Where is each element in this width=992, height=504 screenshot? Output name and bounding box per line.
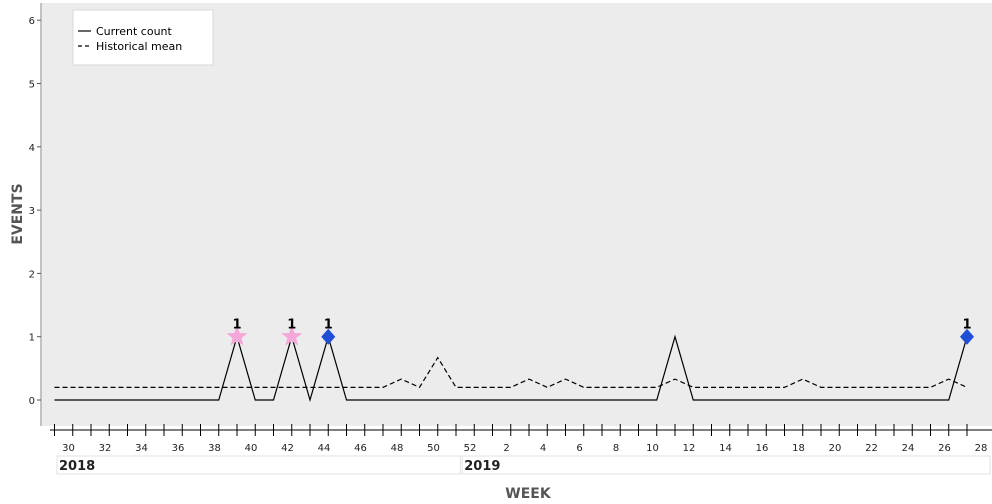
x-tick-label: 38 xyxy=(208,443,221,454)
x-tick-label: 4 xyxy=(540,443,546,454)
data-label: 1 xyxy=(232,318,241,333)
y-tick-label: 6 xyxy=(29,16,35,27)
x-tick-label: 26 xyxy=(938,443,951,454)
x-tick-label: 22 xyxy=(865,443,878,454)
x-tick-label: 12 xyxy=(683,443,696,454)
x-tick-label: 2 xyxy=(503,443,509,454)
x-tick-label: 46 xyxy=(354,443,367,454)
x-tick-label: 32 xyxy=(99,443,112,454)
data-label: 1 xyxy=(324,318,333,333)
x-tick-label: 34 xyxy=(135,443,148,454)
year-band xyxy=(461,455,991,475)
star-marker xyxy=(281,325,303,346)
x-tick-label: 36 xyxy=(172,443,185,454)
y-axis-title: EVENTS xyxy=(10,183,26,244)
x-tick-label: 50 xyxy=(427,443,440,454)
data-label: 1 xyxy=(962,318,971,333)
x-tick-label: 6 xyxy=(576,443,582,454)
x-tick-label: 30 xyxy=(62,443,75,454)
star-marker xyxy=(226,325,248,346)
legend-label-historical-mean: Historical mean xyxy=(96,40,182,53)
legend-box xyxy=(72,9,214,66)
x-axis-title: WEEK xyxy=(505,486,552,502)
y-tick-label: 3 xyxy=(29,206,35,217)
x-tick-label: 14 xyxy=(719,443,732,454)
markers: 1 1 1 1 xyxy=(226,318,974,346)
x-tick-label: 18 xyxy=(792,443,805,454)
x-tick-label: 10 xyxy=(646,443,659,454)
x-tick-label: 52 xyxy=(464,443,477,454)
x-tick-label: 42 xyxy=(281,443,294,454)
x-tick-label: 8 xyxy=(613,443,619,454)
y-tick-label: 4 xyxy=(29,143,35,154)
series-line-historical-mean xyxy=(54,356,968,389)
x-tick-label: 40 xyxy=(245,443,258,454)
year-label: 2018 xyxy=(59,459,95,474)
x-tick-label: 48 xyxy=(391,443,404,454)
year-band xyxy=(56,455,461,475)
year-label: 2019 xyxy=(464,459,500,474)
x-tick-label: 20 xyxy=(829,443,842,454)
legend-label-current-count: Current count xyxy=(96,25,173,38)
diamond-marker xyxy=(960,328,974,345)
y-tick-label: 2 xyxy=(29,269,35,280)
plot-background xyxy=(40,3,992,426)
y-tick-label: 0 xyxy=(29,396,35,407)
x-tick-label: 28 xyxy=(975,443,988,454)
x-tick-label: 24 xyxy=(902,443,915,454)
legend: Current count Historical mean xyxy=(72,9,214,66)
series-lines xyxy=(54,334,968,403)
data-label: 1 xyxy=(287,318,296,333)
x-tick-label: 44 xyxy=(318,443,331,454)
diamond-marker xyxy=(321,328,336,345)
y-axis: 0 1 2 3 4 5 6 xyxy=(29,3,42,426)
x-tick-label: 16 xyxy=(756,443,769,454)
x-axis: 30 32 34 36 38 40 42 44 46 48 50 52 2 4 6 8 10 12 14 16 18 20… xyxy=(50,424,992,475)
series-line-current-count xyxy=(54,334,968,403)
y-tick-label: 1 xyxy=(29,333,35,344)
y-tick-label: 5 xyxy=(29,80,35,91)
